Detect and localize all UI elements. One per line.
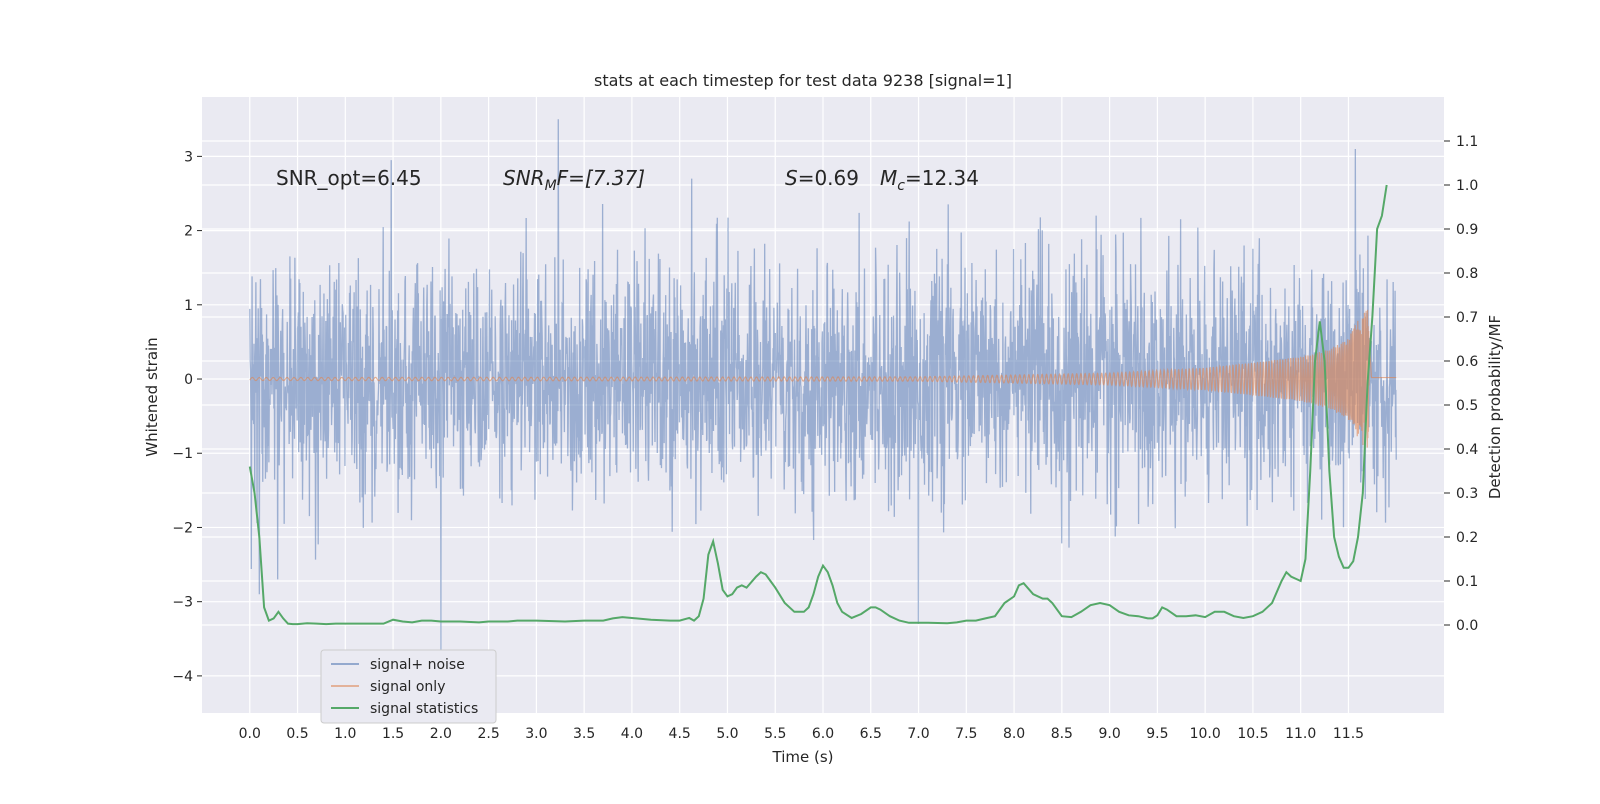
- y-right-tick-label: 0.8: [1456, 266, 1478, 282]
- y-tick-label: −3: [172, 595, 193, 611]
- x-tick-label: 10.0: [1190, 726, 1221, 742]
- annotation-snr-mf-label: SNR: [503, 166, 545, 190]
- annotation-mc-value: =12.34: [905, 166, 979, 190]
- annotation-mc-label: M: [880, 166, 897, 190]
- series-signal-only: [249, 309, 1397, 448]
- y-right-tick-label: 0.5: [1456, 398, 1478, 414]
- x-tick-labels: 0.0 0.5 1.0 1.5 2.0 2.5 3.0 3.5 4.0 4.5 5.0 5.5 6.0 6…: [239, 726, 1364, 742]
- x-tick-label: 8.0: [1003, 726, 1025, 742]
- y-right-tick-label: 0.2: [1456, 530, 1478, 546]
- x-tick-label: 11.5: [1333, 726, 1364, 742]
- legend-label-signal-noise: signal+ noise: [370, 657, 465, 673]
- y-right-tick-label: 0.0: [1456, 618, 1478, 634]
- x-tick-label: 6.5: [860, 726, 882, 742]
- x-tick-label: 8.5: [1051, 726, 1073, 742]
- x-tick-label: 7.0: [907, 726, 929, 742]
- y-tick-label: 0: [184, 372, 193, 388]
- x-tick-label: 5.5: [764, 726, 786, 742]
- x-tick-label: 5.0: [716, 726, 738, 742]
- legend-box: [320, 649, 497, 724]
- y-right-tick-label: 0.9: [1456, 222, 1478, 238]
- y-right-tick-label: 0.3: [1456, 486, 1478, 502]
- x-tick-label: 0.0: [239, 726, 261, 742]
- x-tick-label: 9.5: [1146, 726, 1168, 742]
- y-right-axis-label: Detection probability/MF: [1486, 315, 1504, 499]
- annotation-mc-sub: c: [897, 178, 905, 194]
- legend-label-signal-only: signal only: [370, 679, 445, 695]
- x-tick-label: 4.5: [669, 726, 691, 742]
- y-right-tick-label: 0.4: [1456, 442, 1478, 458]
- series-signal-statistics: [248, 184, 1388, 626]
- x-tick-label: 11.0: [1285, 726, 1316, 742]
- y-right-tick-label: 0.1: [1456, 574, 1478, 590]
- x-tick-label: 7.5: [955, 726, 977, 742]
- y-tick-labels: −4 −3 −2 −1 0 1 2 3: [172, 149, 202, 685]
- x-tick-label: 2.5: [477, 726, 499, 742]
- x-tick-label: 1.5: [382, 726, 404, 742]
- y-right-tick-label: 1.0: [1456, 178, 1478, 194]
- annotation-s-value: =0.69: [798, 166, 859, 190]
- y-tick-label: 3: [184, 149, 193, 165]
- x-tick-label: 6.0: [812, 726, 834, 742]
- annotation-snr-opt: SNR_opt=6.45: [276, 166, 422, 190]
- x-tick-label: 4.0: [621, 726, 643, 742]
- signal-only-line: [249, 309, 1397, 448]
- signal-statistics-line: [248, 184, 1388, 626]
- x-tick-label: 3.5: [573, 726, 595, 742]
- x-tick-label: 1.0: [334, 726, 356, 742]
- annotation-snr-mf-value: F=[7.37]: [557, 166, 645, 190]
- legend: signal+ noise signal only signal statist…: [320, 649, 497, 724]
- annotation-snr-mf: SNRMF=[7.37]: [503, 166, 645, 194]
- annotation-s: S=0.69: [785, 166, 859, 190]
- chart-title: stats at each timestep for test data 923…: [594, 71, 1012, 90]
- y-tick-label: 2: [184, 224, 193, 240]
- y-tick-label: 1: [184, 298, 193, 314]
- x-tick-label: 10.5: [1237, 726, 1268, 742]
- x-tick-label: 2.0: [430, 726, 452, 742]
- x-tick-label: 9.0: [1098, 726, 1120, 742]
- y-right-tick-label: 1.1: [1456, 134, 1478, 150]
- x-axis-label: Time (s): [772, 748, 834, 766]
- annotation-s-label: S: [785, 166, 798, 190]
- annotation-snr-mf-sub: M: [545, 178, 557, 194]
- y-right-tick-labels: 0.0 0.1 0.2 0.3 0.4 0.5 0.6 0.7 0.8 0.9 1.0 1.1: [1444, 134, 1478, 634]
- y-right-tick-label: 0.7: [1456, 310, 1478, 326]
- y-tick-label: −1: [172, 446, 193, 462]
- annotation-mc: Mc=12.34: [880, 166, 979, 194]
- y-right-tick-label: 0.6: [1456, 354, 1478, 370]
- legend-label-signal-statistics: signal statistics: [370, 701, 478, 717]
- x-tick-label: 3.0: [525, 726, 547, 742]
- y-tick-label: −2: [172, 520, 193, 536]
- y-tick-label: −4: [172, 669, 193, 685]
- x-tick-label: 0.5: [286, 726, 308, 742]
- y-axis-label: Whitened strain: [143, 337, 161, 456]
